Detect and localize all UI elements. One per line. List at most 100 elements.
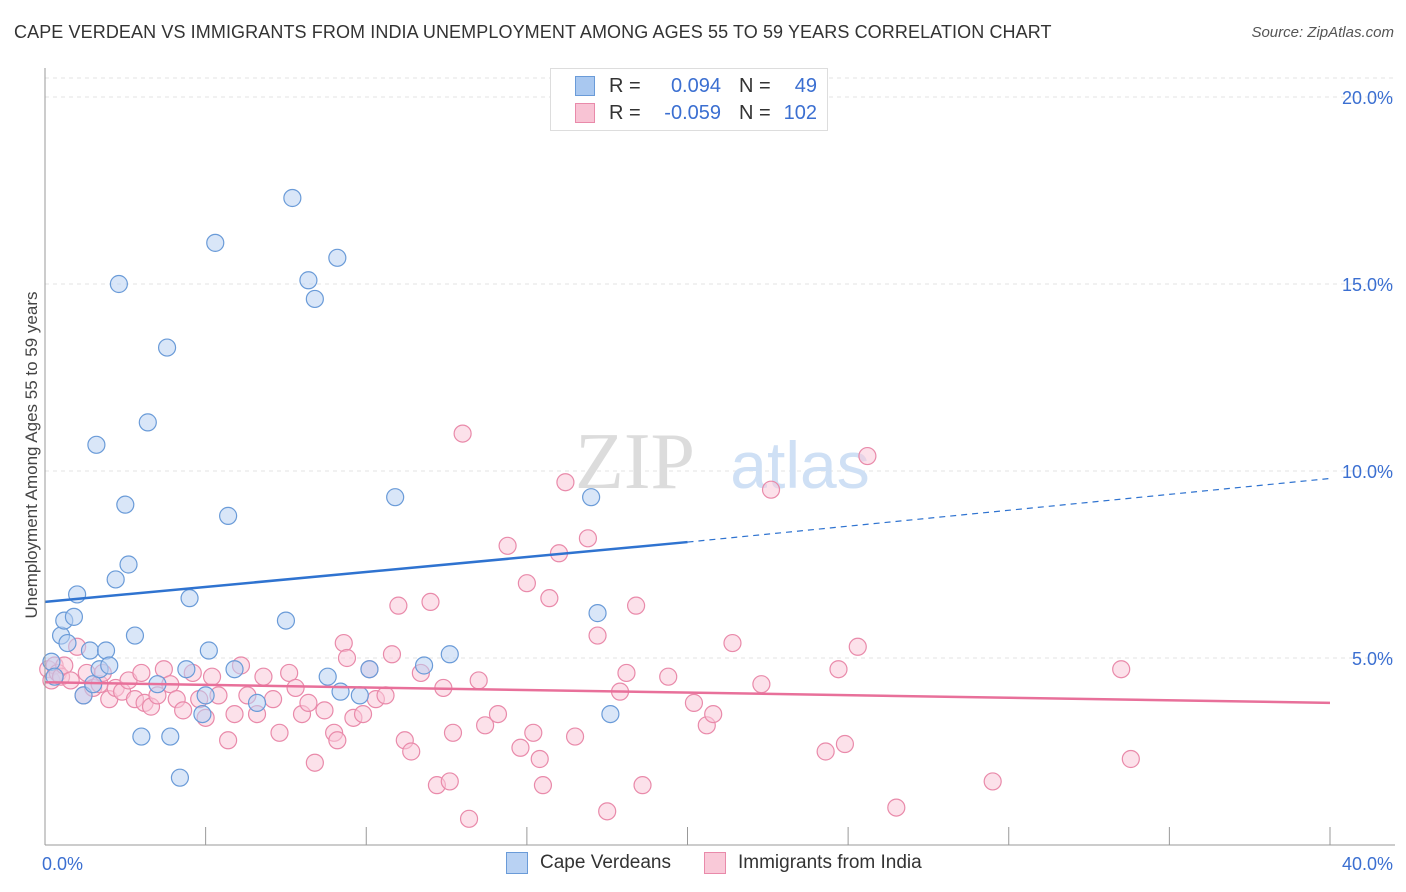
cape-verdean-point (45, 667, 64, 686)
india-point (761, 480, 781, 499)
india-point (626, 596, 646, 615)
india-point (225, 704, 244, 724)
india-point (617, 663, 636, 683)
cape-verdean-point (87, 435, 106, 454)
cape-verdean-point (177, 660, 196, 679)
india-point (684, 693, 704, 712)
y-tick-label: 5.0% (1352, 649, 1393, 669)
india-point (402, 742, 421, 761)
cape-verdean-point (58, 633, 77, 653)
r-value: -0.059 (664, 101, 721, 124)
trend-line-india (44, 681, 1331, 705)
cape-verdean-point (225, 660, 244, 679)
cape-verdean-point (601, 704, 620, 724)
source-label: Source: ZipAtlas.com (1251, 24, 1394, 41)
india-point (588, 626, 607, 645)
cape-verdean-point (588, 604, 607, 623)
watermark: ZIP atlas (575, 418, 870, 506)
india-point (263, 690, 283, 709)
india-point (816, 742, 835, 761)
series-swatch (575, 76, 595, 96)
cape-verdean-point (196, 686, 215, 705)
grid-lines (45, 77, 1395, 659)
trend-lines (44, 477, 1331, 705)
legend-item-immigrants-from-india[interactable]: Immigrants from India (704, 852, 922, 874)
india-point (858, 446, 877, 466)
stats-legend: R = 0.094 N = 49 R = -0.059 N = 102 (550, 68, 828, 131)
india-point (556, 473, 575, 492)
cape-verdean-point (100, 656, 119, 675)
watermark-atlas: atlas (730, 428, 869, 502)
india-point (848, 637, 867, 656)
y-tick-label: 20.0% (1342, 88, 1393, 108)
india-point (315, 701, 334, 720)
cape-verdean-point (350, 686, 369, 705)
india-point (328, 731, 347, 750)
legend-label: Immigrants from India (738, 852, 922, 873)
cape-verdean-point (206, 233, 225, 252)
cape-verdean-point (96, 641, 116, 660)
cape-verdean-point (247, 693, 267, 712)
cape-verdean-point (276, 611, 296, 630)
series-swatch (575, 103, 595, 123)
india-point (723, 633, 742, 653)
cape-verdean-point (106, 570, 125, 589)
cape-verdean-point (64, 607, 84, 626)
n-value: 49 (794, 74, 817, 97)
r-label: R = (609, 74, 641, 97)
india-point (453, 424, 472, 443)
india-point (659, 667, 678, 686)
y-tick-label: 10.0% (1342, 462, 1393, 482)
cape-verdean-point (299, 271, 318, 290)
r-value: 0.094 (670, 74, 721, 97)
india-point (389, 596, 408, 615)
india-point (829, 660, 848, 679)
india-point (469, 671, 488, 690)
legend-item-cape-verdeans[interactable]: Cape Verdeans (506, 852, 671, 874)
cape-verdean-point (440, 645, 459, 664)
india-point (540, 589, 559, 608)
india-point (376, 686, 395, 705)
y-tick-label: 15.0% (1342, 275, 1393, 295)
trend-line-cape-verdeans (44, 540, 688, 604)
cape-verdean-point (180, 589, 199, 608)
cape-verdean-point (116, 495, 135, 514)
cape-verdean-point (80, 641, 100, 660)
india-point (421, 592, 440, 612)
india-point (254, 667, 273, 686)
n-label: N = (739, 101, 771, 124)
india-point (530, 749, 549, 769)
india-point (443, 723, 463, 742)
cape-verdean-point (283, 188, 302, 208)
x-tick-label: 40.0% (1342, 854, 1393, 874)
cape-verdean-point (582, 488, 601, 507)
cape-verdean-point (193, 704, 212, 724)
stats-row-cape-verdeans: R = 0.094 N = 49 (575, 73, 817, 99)
india-point (1121, 749, 1140, 769)
cape-verdean-point (132, 727, 151, 746)
cape-verdean-point (125, 626, 145, 645)
n-label: N = (739, 74, 771, 97)
india-point (633, 776, 652, 795)
india-point (174, 701, 193, 720)
cape-verdean-point (328, 248, 347, 267)
x-tick-label: 0.0% (42, 854, 83, 874)
india-point (752, 675, 771, 694)
india-point (337, 648, 357, 668)
india-point (154, 660, 173, 679)
india-point (270, 723, 289, 742)
cape-verdean-point (318, 667, 337, 686)
data-points (39, 188, 1140, 828)
cape-verdean-point (161, 727, 180, 746)
india-point (835, 734, 855, 754)
india-point (286, 678, 305, 698)
india-point (353, 704, 373, 724)
india-point (598, 802, 617, 821)
trend-line-cape-verdeans-projection (687, 477, 1331, 543)
legend-swatch (704, 852, 726, 874)
cape-verdean-point (199, 641, 218, 660)
india-point (565, 727, 585, 746)
india-point (704, 704, 723, 724)
cape-verdean-point (170, 768, 190, 787)
